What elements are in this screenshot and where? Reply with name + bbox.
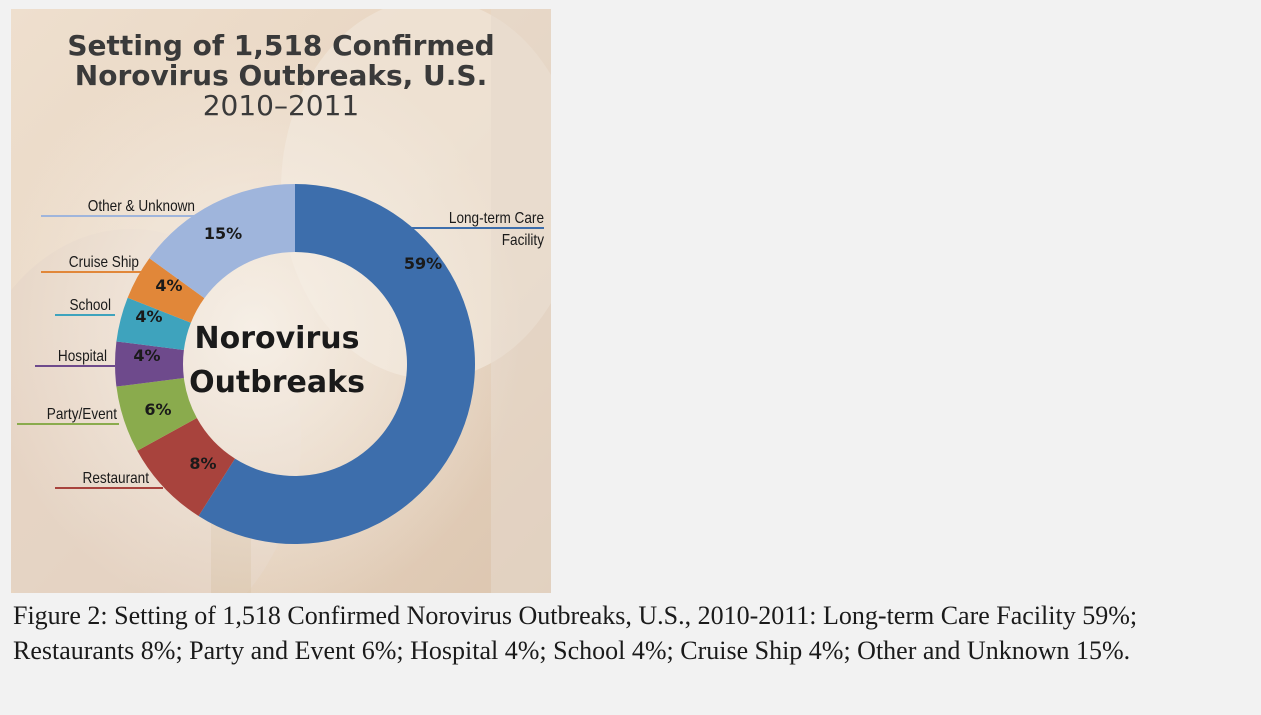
chart-title-line-3: 2010–2011 xyxy=(202,89,360,122)
category-label-hospital: Hospital xyxy=(58,348,107,365)
center-label-line-1: Norovirus xyxy=(195,321,360,356)
chart-title: Setting of 1,518 Confirmed Norovirus Out… xyxy=(11,31,551,121)
value-label-school: 4% xyxy=(135,307,162,326)
center-label-line-2: Outbreaks xyxy=(189,365,365,400)
chart-figure: Setting of 1,518 Confirmed Norovirus Out… xyxy=(11,9,551,593)
donut-slice-cruise-ship xyxy=(127,258,205,323)
figure-caption: Figure 2: Setting of 1,518 Confirmed Nor… xyxy=(13,601,1138,665)
donut-slice-long-term-care-facility xyxy=(198,184,475,544)
category-label-restaurant: Restaurant xyxy=(83,470,150,487)
category-label-school: School xyxy=(69,297,111,314)
value-label-other-unknown: 15% xyxy=(204,224,242,243)
value-label-cruise-ship: 4% xyxy=(155,276,182,295)
value-label-hospital: 4% xyxy=(133,346,160,365)
donut-slice-party-event xyxy=(116,378,197,451)
category-label-party-event: Party/Event xyxy=(47,406,118,423)
category-label-long-term-care-facility: Long-term Care Facility xyxy=(449,210,545,249)
donut-slice-school xyxy=(116,297,191,350)
donut-slice-other-unknown xyxy=(149,184,295,299)
donut-slice-restaurant xyxy=(137,417,235,516)
chart-title-line-1: Setting of 1,518 Confirmed xyxy=(67,29,495,62)
value-label-restaurant: 8% xyxy=(189,454,216,473)
value-label-long-term-care-facility: 59% xyxy=(404,254,442,273)
donut-slice-hospital xyxy=(115,341,184,387)
donut-chart: 59% Long-term Care Facility 8% Restaurant 6% P… xyxy=(17,184,545,544)
category-label-other-unknown: Other & Unknown xyxy=(88,198,195,215)
chart-title-line-2: Norovirus Outbreaks, U.S. xyxy=(74,59,488,92)
value-label-party-event: 6% xyxy=(144,400,171,419)
category-label-cruise-ship: Cruise Ship xyxy=(69,254,139,271)
